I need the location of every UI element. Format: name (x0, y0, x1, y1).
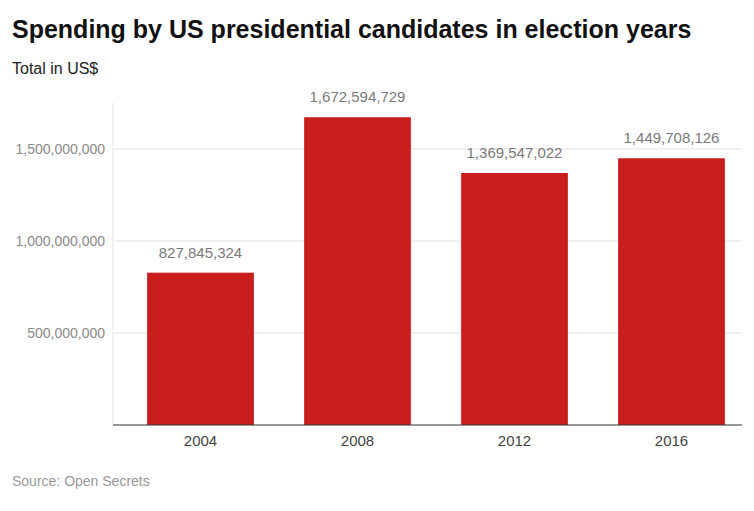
chart: Spending by US presidential candidates i… (0, 0, 754, 511)
category-label: 2012 (498, 432, 531, 449)
subtitle: Total in US$ (12, 60, 98, 77)
bar (147, 273, 254, 425)
bar (304, 117, 411, 425)
category-label: 2008 (341, 432, 374, 449)
tick-label: 1,000,000,000 (15, 233, 105, 249)
grid-line (113, 149, 742, 150)
bars (147, 117, 725, 425)
bar (461, 173, 568, 425)
x-axis-line (113, 424, 742, 425)
tick-label: 1,500,000,000 (15, 141, 105, 157)
source: Source: Open Secrets (12, 473, 150, 489)
title: Spending by US presidential candidates i… (12, 15, 691, 43)
x-axis: 2004 2008 2012 2016 (184, 432, 688, 449)
data-label: 1,369,547,022 (467, 144, 563, 161)
bar (618, 158, 725, 425)
category-label: 2004 (184, 432, 217, 449)
y-axis: 500,000,000 1,000,000,000 1,500,000,000 (15, 103, 742, 425)
data-label: 827,845,324 (159, 244, 242, 261)
tick-label: 500,000,000 (27, 325, 105, 341)
data-labels: 827,845,324 1,672,594,729 1,369,547,022 1,4… (159, 88, 720, 260)
data-label: 1,449,708,126 (624, 129, 720, 146)
y-axis-line (113, 103, 114, 425)
category-label: 2016 (655, 432, 688, 449)
data-label: 1,672,594,729 (310, 88, 406, 105)
background (0, 0, 754, 511)
